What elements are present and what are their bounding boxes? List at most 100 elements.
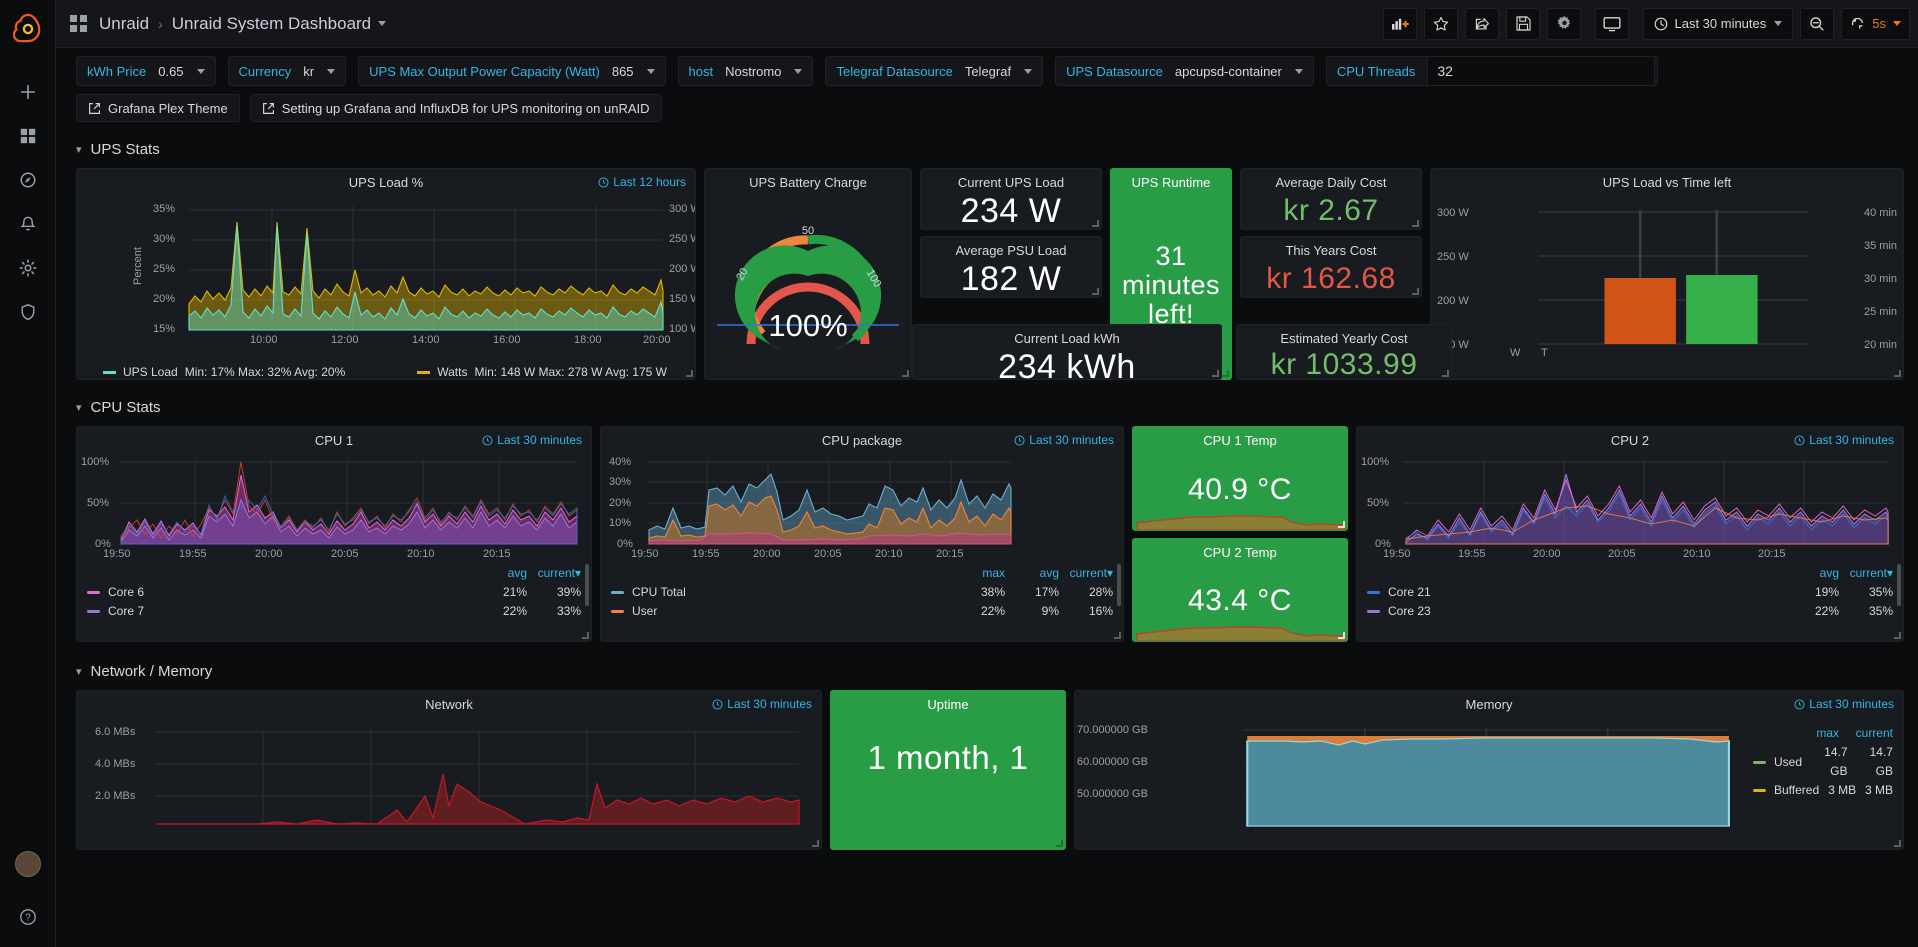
panel-average-psu-load[interactable]: Average PSU Load 182 W [920,236,1102,298]
legend-item[interactable]: Buffered 3 MB 3 MB [1753,781,1893,800]
legend-col-avg[interactable]: avg [1819,566,1839,580]
panel-this-years-cost[interactable]: This Years Cost kr 162.68 [1240,236,1422,298]
legend-col-max[interactable]: max [1816,726,1839,740]
sidebar-item-server-admin[interactable] [8,290,48,334]
tv-mode-icon[interactable] [1595,7,1630,40]
zoom-out-icon[interactable] [1800,7,1835,40]
panel-resize-handle[interactable] [1092,220,1099,227]
variable-value[interactable]: Telegraf [965,64,1033,79]
legend-item[interactable]: Core 6 21% 39% [87,583,581,602]
legend-col-current[interactable]: current▾ [1849,566,1893,580]
panel-memory[interactable]: Memory Last 30 minutes [1074,690,1904,850]
time-range-chevron-down-icon[interactable] [1774,21,1783,26]
panel-resize-handle[interactable] [1222,370,1229,377]
panel-resize-handle[interactable] [582,632,589,639]
side-navigation[interactable]: ? [0,0,56,947]
legend-item[interactable]: Watts Min: 148 W Max: 278 W Avg: 175 W [417,365,667,379]
chevron-down-icon[interactable] [794,68,803,74]
dashboard-link-grafana-plex-theme[interactable]: Grafana Plex Theme [76,94,240,122]
sidebar-item-configuration[interactable] [8,246,48,290]
dashboards-grid-icon[interactable] [70,15,87,32]
legend-col-max[interactable]: max [982,566,1005,580]
panel-resize-handle[interactable] [686,370,693,377]
variable-cpu-threads[interactable]: CPU Threads [1325,56,1659,86]
panel-estimated-yearly-cost[interactable]: Estimated Yearly Cost kr 1033.99 [1236,324,1452,380]
sidebar-item-dashboards[interactable] [8,114,48,158]
variable-currency[interactable]: Currency kr [227,56,347,86]
refresh-picker[interactable]: 5s [1841,7,1910,40]
panel-resize-handle[interactable] [1894,840,1901,847]
variable-host[interactable]: host Nostromo [677,56,814,86]
add-panel-icon[interactable] [1383,7,1418,40]
panel-cpu-1-temp[interactable]: CPU 1 Temp 40.9 °C [1132,426,1348,531]
variable-kwh-price[interactable]: kWh Price 0.65 [76,56,216,86]
legend-item[interactable]: Core 21 19% 35% [1367,583,1893,602]
panel-uptime[interactable]: Uptime 1 month, 1 [830,690,1066,850]
legend-col-current[interactable]: current [1855,726,1893,740]
save-icon[interactable] [1506,7,1541,40]
panel-resize-handle[interactable] [1338,520,1345,528]
panel-ups-battery-charge[interactable]: UPS Battery Charge 50 20 100 100% [704,168,912,380]
sidebar-item-create[interactable] [8,70,48,114]
panel-resize-handle[interactable] [1338,632,1345,639]
refresh-chevron-down-icon[interactable] [1893,21,1901,26]
chevron-down-icon[interactable] [196,68,205,74]
panel-resize-handle[interactable] [1212,370,1219,377]
legend-item[interactable]: User 22% 9% 16% [611,602,1113,621]
avatar[interactable] [14,851,41,877]
panel-resize-handle[interactable] [1412,220,1419,227]
gear-icon[interactable] [1547,7,1582,40]
variable-telegraf-datasource[interactable]: Telegraf Datasource Telegraf [825,56,1044,86]
breadcrumb-dashboard[interactable]: Unraid System Dashboard [171,13,372,33]
help-icon[interactable]: ? [8,895,48,939]
chevron-down-icon[interactable] [1294,68,1303,74]
legend-col-current[interactable]: current▾ [537,566,581,580]
panel-cpu-2[interactable]: CPU 2 Last 30 minutes [1356,426,1904,642]
variable-value[interactable]: kr [303,64,336,79]
legend-scrollbar[interactable] [1117,564,1121,606]
legend-col-avg[interactable]: avg [1039,566,1059,580]
variable-ups-max-output-power-capacity[interactable]: UPS Max Output Power Capacity (Watt) 865 [358,56,666,86]
legend-item[interactable]: Core 23 22% 35% [1367,602,1893,621]
panel-resize-handle[interactable] [1056,840,1063,847]
panel-ups-load-percent[interactable]: UPS Load % Last 12 hours [76,168,696,380]
panel-resize-handle[interactable] [1114,632,1121,639]
star-icon[interactable] [1424,7,1459,40]
panel-resize-handle[interactable] [1092,288,1099,295]
legend-scrollbar[interactable] [585,564,589,606]
variable-value[interactable]: apcupsd-container [1175,64,1303,79]
breadcrumb-folder[interactable]: Unraid [99,13,150,33]
panel-current-ups-load[interactable]: Current UPS Load 234 W [920,168,1102,230]
chevron-down-icon[interactable] [1024,68,1033,74]
row-header-network-memory[interactable]: ▾ Network / Memory [76,656,1904,686]
legend-scrollbar[interactable] [1897,564,1901,606]
panel-resize-handle[interactable] [1894,632,1901,639]
row-header-cpu-stats[interactable]: ▾ CPU Stats [76,392,1904,422]
row-header-ups-stats[interactable]: ▾ UPS Stats [76,134,1904,164]
sidebar-item-alerting[interactable] [8,202,48,246]
legend-col-current[interactable]: current▾ [1069,566,1113,580]
panel-resize-handle[interactable] [1894,370,1901,377]
time-range-picker[interactable]: Last 30 minutes [1643,7,1794,40]
panel-resize-handle[interactable] [812,840,819,847]
legend-item[interactable]: UPS Load Min: 17% Max: 32% Avg: 20% [103,365,345,379]
chevron-down-icon[interactable] [646,68,655,74]
variable-ups-datasource[interactable]: UPS Datasource apcupsd-container [1055,56,1314,86]
panel-network[interactable]: Network Last 30 minutes [76,690,822,850]
panel-cpu-2-temp[interactable]: CPU 2 Temp 43.4 °C [1132,537,1348,642]
grafana-logo-icon[interactable] [8,8,48,48]
cpu-threads-input[interactable] [1427,56,1656,86]
chevron-down-icon[interactable]: ▾ [76,665,82,678]
variable-value[interactable]: 0.65 [158,64,205,79]
variable-value[interactable]: 865 [612,64,655,79]
panel-cpu-1[interactable]: CPU 1 Last 30 minutes [76,426,592,642]
panel-resize-handle[interactable] [902,370,909,377]
share-icon[interactable] [1465,7,1500,40]
variable-value[interactable]: Nostromo [725,64,803,79]
legend-col-avg[interactable]: avg [507,566,527,580]
panel-cpu-package[interactable]: CPU package Last 30 minutes [600,426,1124,642]
panel-average-daily-cost[interactable]: Average Daily Cost kr 2.67 [1240,168,1422,230]
panel-resize-handle[interactable] [1442,370,1449,377]
legend-item[interactable]: CPU Total 38% 17% 28% [611,583,1113,602]
panel-ups-load-vs-time-left[interactable]: UPS Load vs Time left 300 W 250 W 200 W [1430,168,1904,380]
